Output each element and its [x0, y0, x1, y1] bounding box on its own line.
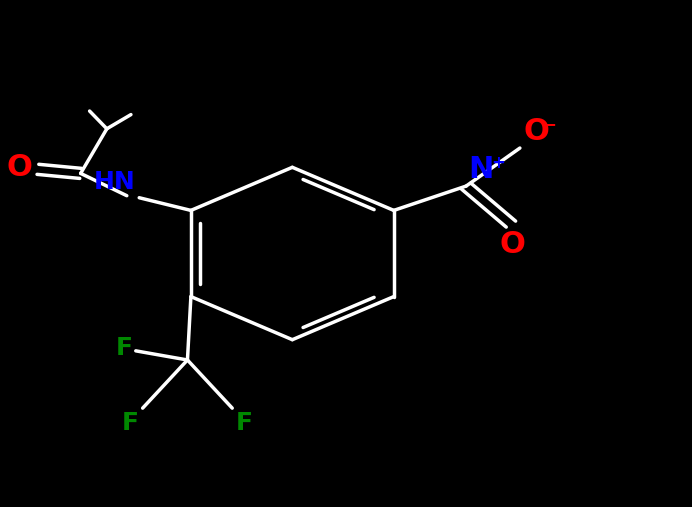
Text: N: N — [468, 155, 493, 184]
Text: −: − — [543, 115, 556, 133]
Text: F: F — [236, 411, 253, 434]
Text: HN: HN — [94, 170, 136, 194]
Text: O: O — [523, 117, 549, 146]
Text: F: F — [122, 411, 139, 434]
Text: O: O — [500, 230, 525, 259]
Text: +: + — [491, 154, 505, 172]
Text: O: O — [6, 153, 33, 183]
Text: F: F — [116, 336, 132, 360]
